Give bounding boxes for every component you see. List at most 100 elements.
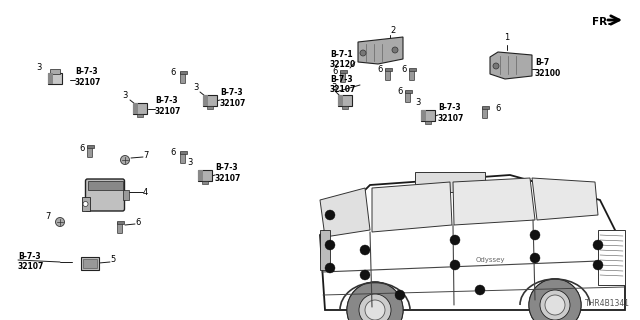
Circle shape (530, 253, 540, 263)
Bar (425, 121, 431, 124)
Text: FR.: FR. (592, 17, 611, 27)
FancyBboxPatch shape (88, 147, 93, 157)
Bar (48, 73, 62, 84)
Polygon shape (320, 175, 625, 310)
Text: B-7-1
32120: B-7-1 32120 (330, 50, 356, 69)
Circle shape (450, 235, 460, 245)
Polygon shape (372, 182, 452, 232)
Text: B-7-3
32107: B-7-3 32107 (330, 75, 356, 94)
Bar (338, 94, 342, 106)
Text: B-7-3
32107: B-7-3 32107 (18, 252, 44, 271)
Bar (207, 106, 213, 108)
Circle shape (365, 300, 385, 320)
Bar (122, 190, 129, 200)
Circle shape (545, 295, 565, 315)
Text: 7: 7 (143, 150, 148, 159)
Text: THR4B1341: THR4B1341 (585, 299, 630, 308)
Bar (481, 106, 488, 109)
FancyBboxPatch shape (410, 69, 415, 81)
Bar (81, 197, 90, 211)
Circle shape (347, 282, 403, 320)
FancyBboxPatch shape (180, 73, 186, 84)
Text: Odyssey: Odyssey (476, 257, 505, 263)
Bar (50, 68, 60, 74)
Text: B-7-3
32107: B-7-3 32107 (220, 88, 246, 108)
FancyBboxPatch shape (483, 108, 488, 118)
Bar (86, 145, 93, 148)
Text: 3: 3 (415, 98, 420, 107)
Text: 6: 6 (170, 68, 176, 76)
Bar (198, 170, 203, 180)
Text: 3: 3 (332, 83, 337, 92)
Bar (415, 172, 485, 192)
Text: 6: 6 (79, 143, 84, 153)
Text: B-7
32100: B-7 32100 (535, 58, 561, 78)
Text: B-7-3
32107: B-7-3 32107 (215, 163, 241, 183)
Text: 3: 3 (36, 63, 42, 72)
Text: 1: 1 (504, 33, 509, 42)
Text: 7: 7 (45, 212, 51, 220)
FancyBboxPatch shape (421, 109, 435, 121)
Bar (339, 70, 346, 73)
Bar (133, 102, 138, 114)
Text: B-7-3
32107: B-7-3 32107 (75, 67, 101, 87)
Circle shape (392, 47, 398, 53)
FancyBboxPatch shape (118, 222, 122, 234)
Text: 6: 6 (495, 103, 500, 113)
FancyBboxPatch shape (203, 94, 217, 106)
Polygon shape (453, 178, 535, 225)
Polygon shape (490, 52, 532, 79)
Circle shape (593, 260, 603, 270)
FancyBboxPatch shape (338, 94, 352, 106)
Circle shape (475, 285, 485, 295)
Polygon shape (320, 188, 370, 237)
Text: 3: 3 (122, 91, 128, 100)
Bar (320, 230, 330, 270)
Wedge shape (347, 282, 403, 320)
Bar (203, 94, 207, 106)
Circle shape (325, 240, 335, 250)
Bar (598, 230, 625, 285)
FancyBboxPatch shape (198, 170, 212, 180)
Bar (385, 68, 392, 71)
FancyBboxPatch shape (86, 179, 125, 211)
Text: B-7-3
32107: B-7-3 32107 (438, 103, 465, 123)
Bar (137, 114, 143, 116)
Circle shape (395, 290, 405, 300)
Bar (88, 181, 122, 190)
Polygon shape (358, 37, 403, 64)
FancyBboxPatch shape (180, 153, 186, 164)
Text: 2: 2 (390, 26, 396, 35)
Text: 6: 6 (397, 86, 403, 95)
Circle shape (56, 218, 65, 227)
Circle shape (360, 245, 370, 255)
Text: 3: 3 (193, 83, 198, 92)
Circle shape (325, 263, 335, 273)
Text: B-7-3
32107: B-7-3 32107 (155, 96, 181, 116)
Bar (408, 68, 415, 71)
Text: 6: 6 (401, 65, 406, 74)
Wedge shape (529, 279, 581, 320)
Text: 3: 3 (188, 158, 193, 167)
Circle shape (493, 63, 499, 69)
Bar (179, 151, 186, 154)
Text: 4: 4 (143, 188, 148, 196)
Circle shape (593, 240, 603, 250)
Text: 6: 6 (135, 218, 140, 227)
FancyBboxPatch shape (340, 71, 346, 83)
Text: 6: 6 (170, 148, 176, 156)
Text: 6: 6 (378, 65, 383, 74)
Bar (116, 221, 124, 224)
Circle shape (120, 156, 129, 164)
Bar (404, 90, 412, 93)
Circle shape (83, 202, 88, 206)
Bar (179, 71, 186, 74)
Text: 6: 6 (332, 67, 338, 76)
FancyBboxPatch shape (406, 92, 410, 102)
FancyBboxPatch shape (133, 102, 147, 114)
Text: 5: 5 (110, 255, 115, 265)
Bar (202, 180, 208, 183)
Bar (342, 106, 348, 108)
Bar (421, 109, 426, 121)
Circle shape (530, 230, 540, 240)
